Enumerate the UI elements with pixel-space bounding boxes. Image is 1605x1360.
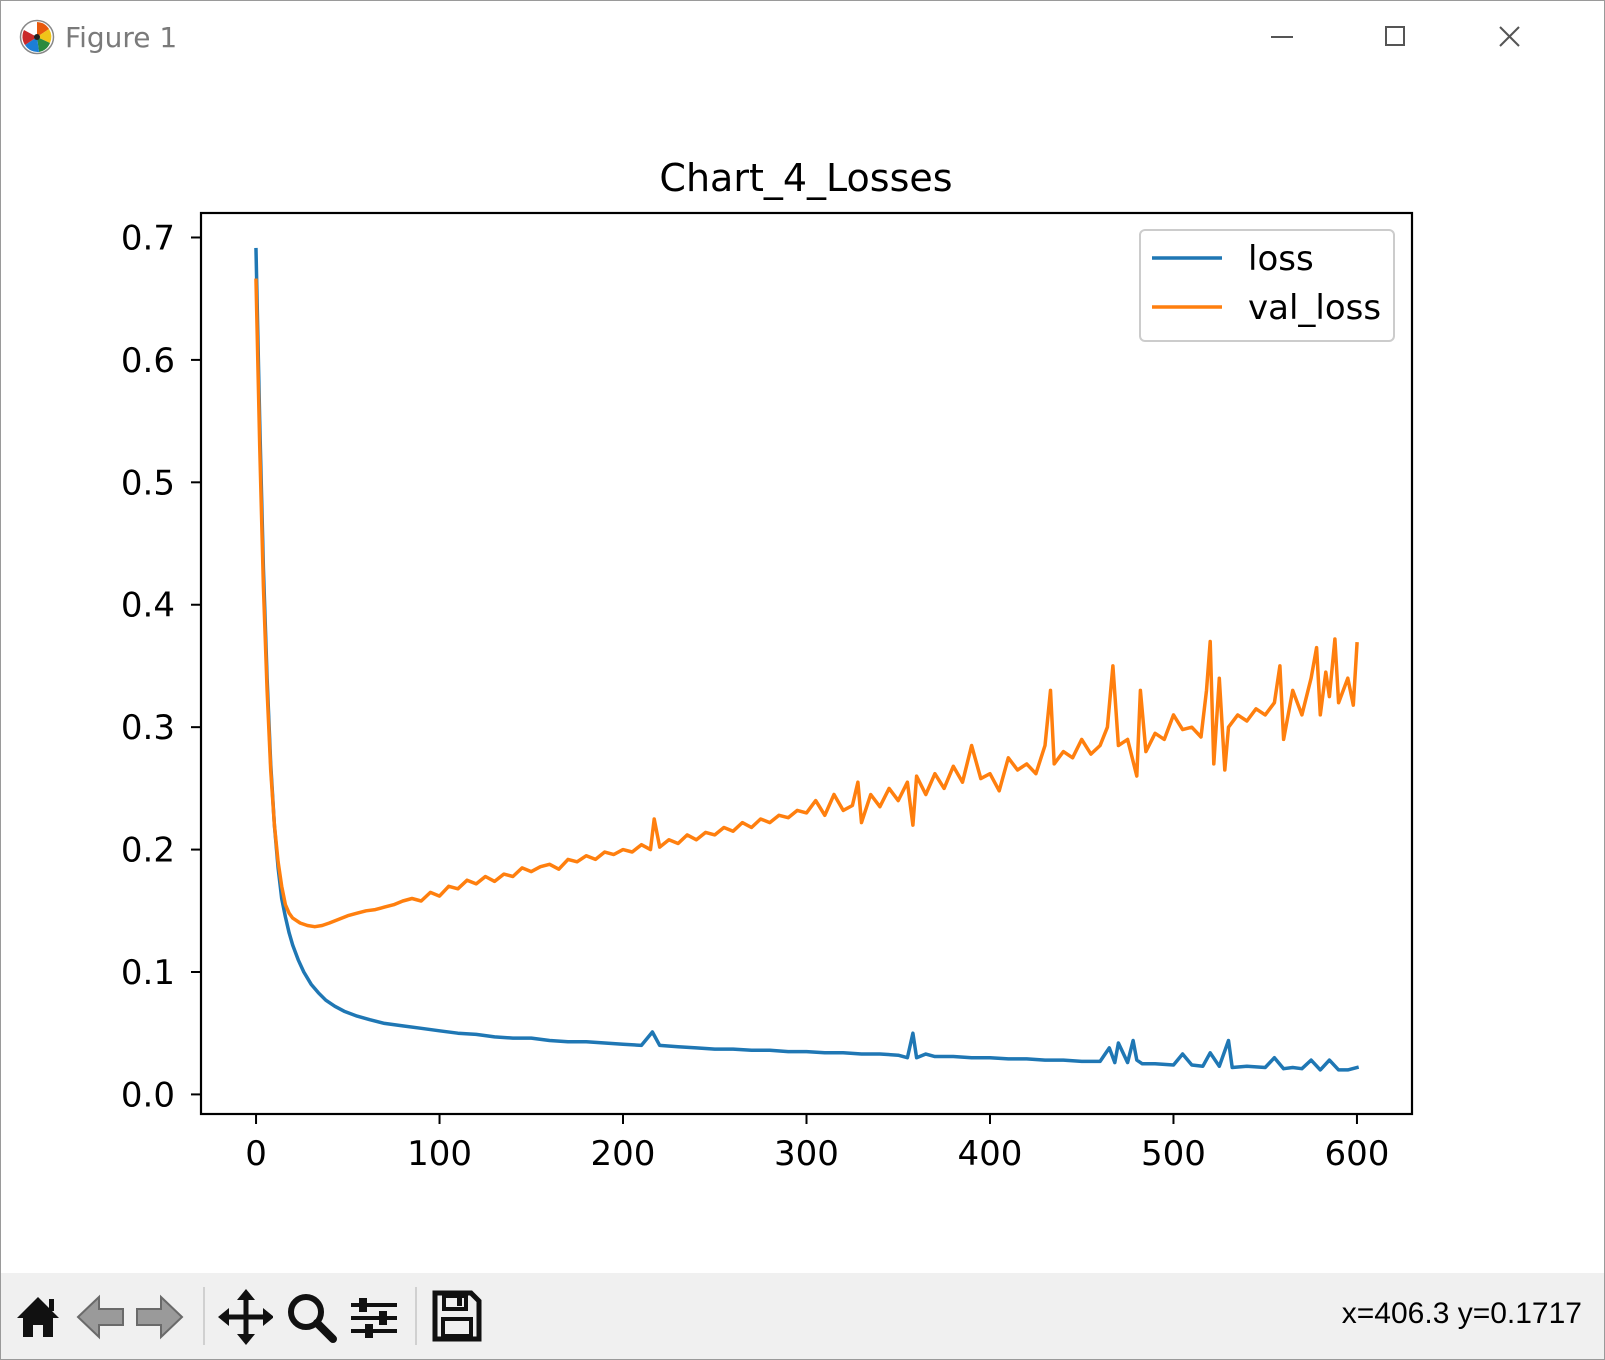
home-icon xyxy=(17,1297,59,1337)
y-tick-label: 0.6 xyxy=(121,341,175,381)
pan-icon xyxy=(218,1289,273,1345)
navigation-toolbar: x=406.3 y=0.1717 xyxy=(1,1273,1604,1359)
chart-title: Chart_4_Losses xyxy=(659,156,952,200)
y-tick-label: 0.3 xyxy=(121,708,175,748)
legend: loss val_loss xyxy=(1139,229,1395,342)
y-tick-label: 0.5 xyxy=(121,463,175,503)
forward-button[interactable] xyxy=(131,1285,189,1347)
forward-arrow-icon xyxy=(136,1294,184,1340)
loss-chart[interactable]: Chart_4_Losses 0 100 200 300 400 500 600 0.0 0.1… xyxy=(1,77,1604,1273)
configure-subplots-button[interactable] xyxy=(345,1285,403,1347)
matplotlib-logo-icon xyxy=(19,19,55,55)
close-button[interactable] xyxy=(1479,15,1539,61)
series-line-val-loss xyxy=(254,278,1359,929)
x-tick-label: 100 xyxy=(407,1134,472,1174)
y-tick-label: 0.7 xyxy=(121,218,175,258)
legend-label-loss: loss xyxy=(1248,239,1314,279)
home-button[interactable] xyxy=(9,1285,67,1347)
y-tick-label: 0.4 xyxy=(121,586,175,626)
y-tick-label: 0.0 xyxy=(121,1075,175,1115)
save-button[interactable] xyxy=(427,1285,485,1347)
x-tick-label: 500 xyxy=(1141,1134,1206,1174)
x-tick-label: 300 xyxy=(774,1134,839,1174)
minimize-button[interactable] xyxy=(1251,15,1311,61)
y-tick-label: 0.2 xyxy=(121,831,175,871)
title-bar[interactable]: Figure 1 xyxy=(1,1,1604,77)
plot-frame xyxy=(199,211,1414,1116)
x-tick-label: 400 xyxy=(958,1134,1023,1174)
zoom-icon xyxy=(288,1294,337,1343)
x-tick-label: 0 xyxy=(245,1134,267,1174)
x-tick-label: 200 xyxy=(591,1134,656,1174)
zoom-button[interactable] xyxy=(281,1285,339,1347)
series-line-loss xyxy=(254,247,1360,1072)
minimize-icon xyxy=(1271,36,1293,38)
window-title: Figure 1 xyxy=(65,21,178,54)
configure-subplots-icon xyxy=(351,1298,397,1338)
figure-canvas[interactable]: Chart_4_Losses 0 100 200 300 400 500 600 0.0 0.1… xyxy=(1,77,1604,1273)
pan-button[interactable] xyxy=(215,1285,273,1347)
maximize-icon xyxy=(1385,26,1405,46)
save-icon xyxy=(432,1290,482,1342)
toolbar-separator xyxy=(415,1287,417,1345)
back-arrow-icon xyxy=(76,1294,124,1340)
legend-label-val-loss: val_loss xyxy=(1248,288,1381,328)
y-tick-label: 0.1 xyxy=(121,953,175,993)
cursor-coordinates: x=406.3 y=0.1717 xyxy=(1341,1297,1582,1330)
back-button[interactable] xyxy=(71,1285,129,1347)
close-icon xyxy=(1499,26,1520,47)
toolbar-separator xyxy=(203,1287,205,1345)
maximize-button[interactable] xyxy=(1365,15,1425,61)
x-tick-label: 600 xyxy=(1325,1134,1390,1174)
